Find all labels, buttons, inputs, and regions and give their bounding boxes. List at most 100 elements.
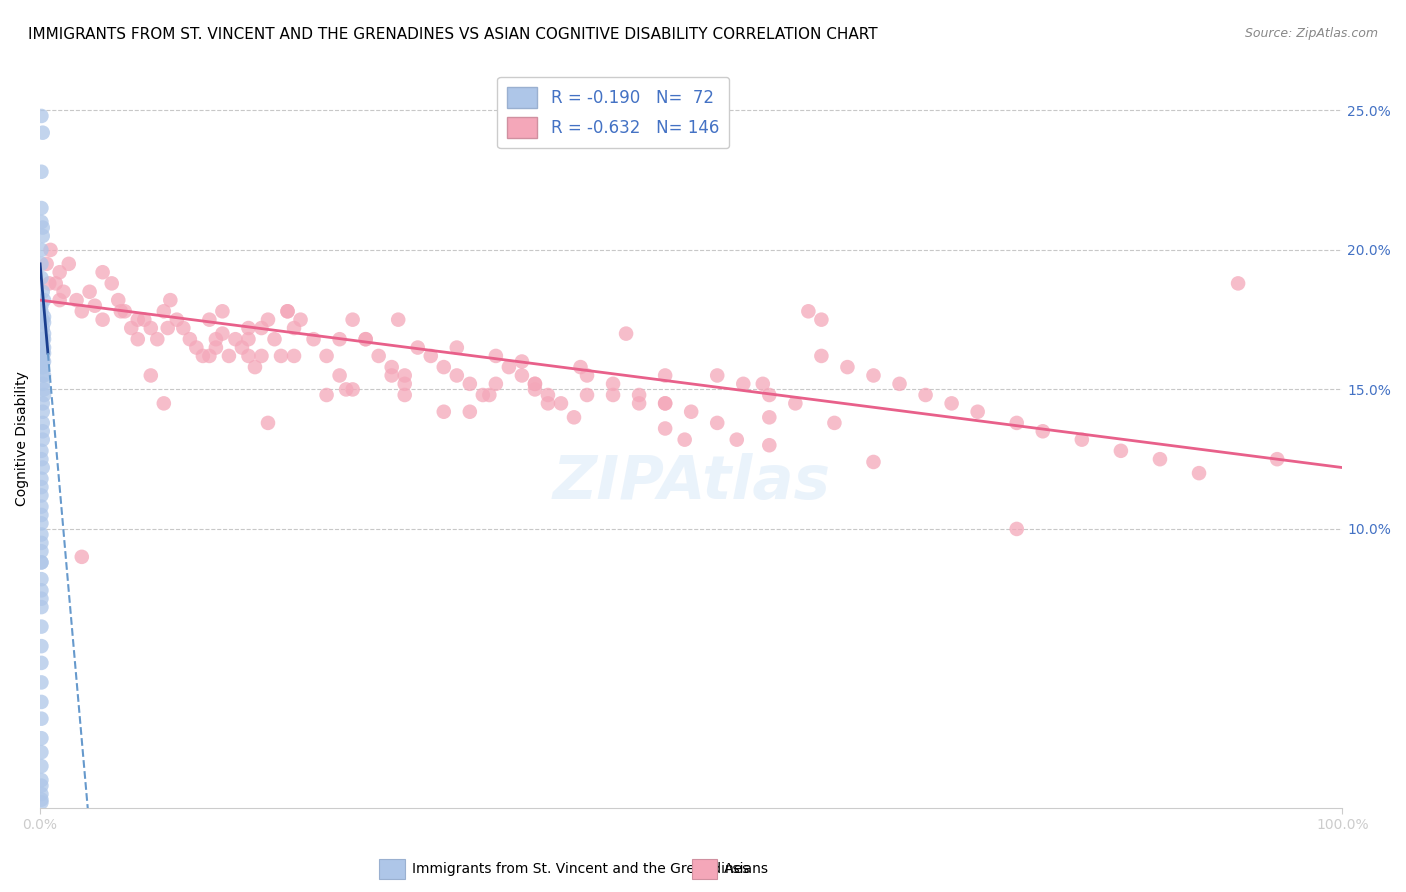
Point — [38, 277, 60, 291]
Point — [381, 360, 404, 375]
Point — [406, 341, 429, 355]
Point — [614, 326, 637, 341]
Point — [335, 383, 357, 397]
Point — [654, 396, 676, 410]
Point — [31, 360, 53, 375]
Point — [550, 396, 572, 410]
Point — [381, 368, 404, 383]
Point — [30, 695, 52, 709]
Point — [70, 304, 93, 318]
Point — [576, 368, 599, 383]
Point — [30, 270, 52, 285]
Point — [654, 396, 676, 410]
Point — [91, 265, 114, 279]
Point — [706, 368, 728, 383]
Point — [30, 745, 52, 759]
Point — [31, 312, 53, 326]
Point — [562, 410, 585, 425]
Point — [914, 388, 936, 402]
Point — [186, 341, 208, 355]
Point — [139, 368, 162, 383]
Point — [120, 321, 142, 335]
Point — [302, 332, 325, 346]
Point — [433, 360, 456, 375]
Text: Immigrants from St. Vincent and the Grenadines: Immigrants from St. Vincent and the Gren… — [412, 862, 749, 876]
Point — [315, 349, 337, 363]
Point — [354, 332, 377, 346]
Point — [30, 508, 52, 522]
Point — [889, 376, 911, 391]
Point — [1149, 452, 1171, 467]
Point — [419, 349, 441, 363]
Point — [30, 480, 52, 494]
Point — [31, 376, 53, 391]
Point — [30, 443, 52, 458]
Text: IMMIGRANTS FROM ST. VINCENT AND THE GRENADINES VS ASIAN COGNITIVE DISABILITY COR: IMMIGRANTS FROM ST. VINCENT AND THE GREN… — [28, 27, 877, 42]
Point — [966, 405, 988, 419]
Point — [30, 600, 52, 615]
Point — [1070, 433, 1092, 447]
Point — [758, 388, 780, 402]
Point — [31, 433, 53, 447]
Point — [446, 341, 468, 355]
Point — [290, 312, 312, 326]
Point — [32, 383, 55, 397]
Point — [35, 257, 58, 271]
Point — [394, 388, 416, 402]
Point — [1109, 443, 1132, 458]
Point — [810, 312, 832, 326]
Point — [39, 243, 62, 257]
Point — [628, 396, 651, 410]
Point — [329, 368, 352, 383]
Point — [211, 326, 233, 341]
Point — [32, 310, 55, 324]
Point — [31, 285, 53, 299]
Point — [30, 544, 52, 558]
Text: ZIPAtlas: ZIPAtlas — [553, 453, 830, 512]
Point — [387, 312, 409, 326]
Point — [31, 229, 53, 244]
Point — [31, 126, 53, 140]
Point — [30, 304, 52, 318]
Point — [238, 332, 260, 346]
Point — [31, 354, 53, 368]
Point — [31, 220, 53, 235]
Point — [752, 376, 775, 391]
Point — [941, 396, 963, 410]
Point — [30, 787, 52, 801]
Point — [30, 712, 52, 726]
Point — [30, 792, 52, 806]
Point — [198, 349, 221, 363]
Point — [354, 332, 377, 346]
Point — [48, 293, 70, 307]
Point — [31, 460, 53, 475]
Legend: R = -0.190   N=  72, R = -0.632   N= 146: R = -0.190 N= 72, R = -0.632 N= 146 — [498, 77, 728, 148]
Point — [32, 368, 55, 383]
Point — [628, 388, 651, 402]
Point — [478, 388, 501, 402]
Point — [823, 416, 845, 430]
Point — [31, 416, 53, 430]
Point — [205, 332, 228, 346]
Point — [179, 332, 201, 346]
Point — [30, 796, 52, 810]
Point — [205, 341, 228, 355]
Point — [153, 304, 176, 318]
Point — [342, 383, 364, 397]
Point — [30, 500, 52, 514]
Point — [30, 215, 52, 229]
Point — [602, 388, 624, 402]
Point — [30, 452, 52, 467]
Point — [394, 376, 416, 391]
Point — [224, 332, 246, 346]
Point — [654, 421, 676, 435]
Point — [342, 312, 364, 326]
Point — [91, 312, 114, 326]
Point — [523, 376, 546, 391]
Point — [79, 285, 101, 299]
Point — [1265, 452, 1288, 467]
Point — [231, 341, 253, 355]
Point — [48, 265, 70, 279]
Point — [31, 360, 53, 375]
Point — [30, 488, 52, 502]
